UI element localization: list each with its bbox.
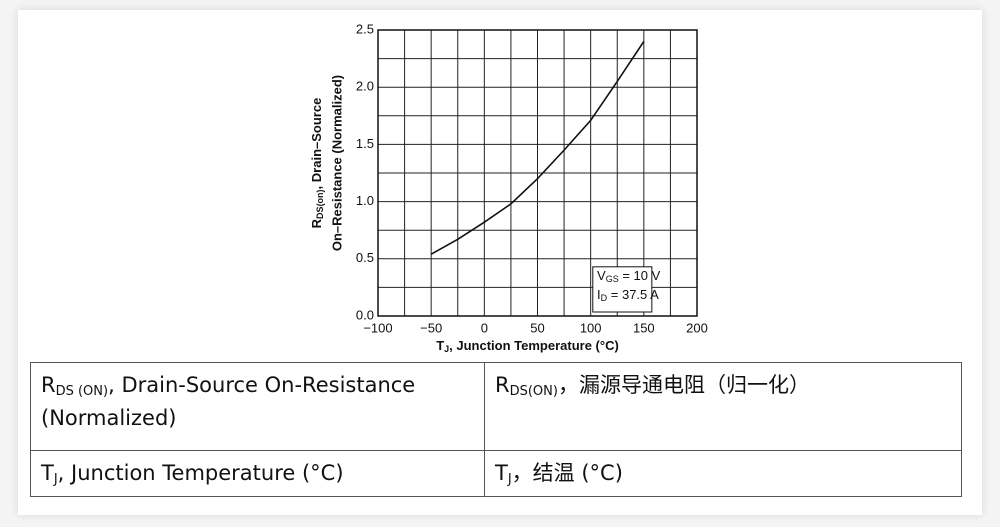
- x-tick-label: 0: [481, 320, 488, 335]
- cell-text: ，结温 (°C): [511, 461, 623, 485]
- chart: −100 −50 0 50 100 150 200 0.0 0.5 1.0 1.5 2.0 2.5 VGS…: [309, 21, 708, 354]
- cell-text: ，漏源导通电阻（归一化）: [557, 373, 810, 397]
- label-text: I: [597, 288, 601, 303]
- cell-text: , Drain-Source On-Resistance (Normalized…: [41, 373, 416, 431]
- cell: TJ, Junction Temperature (°C): [30, 449, 485, 498]
- cell-sub: DS(ON): [509, 384, 558, 399]
- cell: TJ，结温 (°C): [484, 449, 962, 498]
- cell-sub: DS (ON): [55, 384, 109, 399]
- annotation: VGS = 10 V: [597, 269, 661, 285]
- x-tick-label: −100: [363, 320, 392, 335]
- cell-text: , Junction Temperature (°C): [57, 461, 344, 485]
- y-axis-label: On–Resistance (Normalized): [329, 75, 344, 251]
- data-line: [430, 40, 645, 255]
- label-text: R: [309, 218, 324, 228]
- cell-text: T: [495, 461, 508, 485]
- annotation: ID = 37.5 A: [597, 288, 659, 304]
- y-tick-label: 2.5: [356, 21, 374, 36]
- cell-text: R: [41, 373, 56, 397]
- y-tick-label: 0.5: [356, 250, 374, 265]
- label-sub: GS: [606, 274, 619, 284]
- y-tick-label: 1.0: [356, 193, 374, 208]
- cell: RDS(ON)，漏源导通电阻（归一化）: [484, 362, 962, 451]
- cell-sub: J: [507, 472, 512, 487]
- card: −100 −50 0 50 100 150 200 0.0 0.5 1.0 1.5 2.0 2.5 VGS…: [18, 10, 982, 515]
- label-text: , Drain–Source: [309, 98, 324, 190]
- y-axis-label: RDS(on), Drain–Source: [309, 98, 325, 229]
- label-text: V: [597, 269, 606, 284]
- label-text: T: [436, 338, 444, 353]
- cell: RDS (ON), Drain-Source On-Resistance (No…: [30, 362, 485, 451]
- x-tick-label: 100: [580, 320, 602, 335]
- table: RDS (ON), Drain-Source On-Resistance (No…: [30, 362, 962, 498]
- x-tick-label: 150: [633, 320, 655, 335]
- cell-sub: J: [53, 472, 58, 487]
- x-tick-label: 200: [686, 320, 708, 335]
- x-axis-label: TJ, Junction Temperature (°C): [436, 338, 619, 354]
- plot-frame: [377, 29, 698, 317]
- cell-text: R: [495, 373, 510, 397]
- label-text: = 10 V: [619, 269, 661, 284]
- cell-text: T: [41, 461, 54, 485]
- label-text: = 37.5 A: [607, 288, 659, 303]
- y-tick-label: 1.5: [356, 136, 374, 151]
- annotation-box: [592, 266, 653, 313]
- y-tick-label: 0.0: [356, 307, 374, 322]
- x-tick-label: 50: [530, 320, 544, 335]
- x-tick-label: −50: [420, 320, 442, 335]
- y-tick-label: 2.0: [356, 79, 374, 94]
- label-sub: DS(on): [315, 189, 325, 219]
- label-sub: D: [601, 293, 608, 303]
- label-text: , Junction Temperature (°C): [449, 338, 619, 353]
- label-sub: J: [444, 344, 449, 354]
